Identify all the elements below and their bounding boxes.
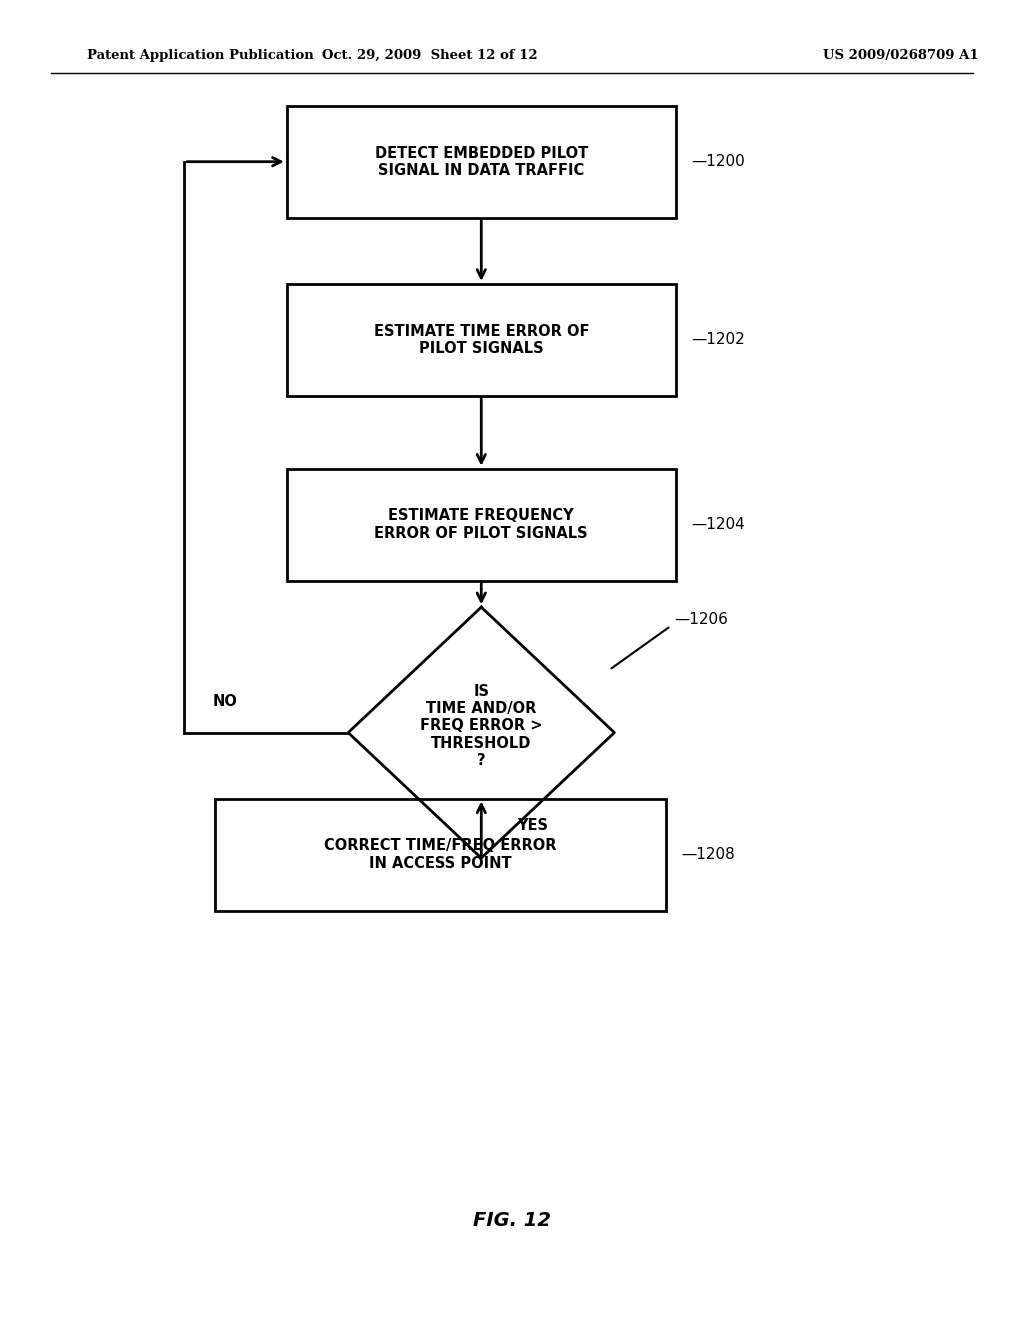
Text: ESTIMATE TIME ERROR OF
PILOT SIGNALS: ESTIMATE TIME ERROR OF PILOT SIGNALS — [374, 323, 589, 356]
Text: Oct. 29, 2009  Sheet 12 of 12: Oct. 29, 2009 Sheet 12 of 12 — [323, 49, 538, 62]
Text: —1206: —1206 — [674, 612, 728, 627]
Text: —1208: —1208 — [681, 847, 734, 862]
Text: NO: NO — [213, 694, 238, 709]
Text: FIG. 12: FIG. 12 — [473, 1212, 551, 1230]
Text: YES: YES — [517, 817, 548, 833]
Text: CORRECT TIME/FREQ ERROR
IN ACCESS POINT: CORRECT TIME/FREQ ERROR IN ACCESS POINT — [324, 838, 557, 871]
Text: US 2009/0268709 A1: US 2009/0268709 A1 — [823, 49, 979, 62]
Text: DETECT EMBEDDED PILOT
SIGNAL IN DATA TRAFFIC: DETECT EMBEDDED PILOT SIGNAL IN DATA TRA… — [375, 145, 588, 178]
Text: IS
TIME AND/OR
FREQ ERROR >
THRESHOLD
?: IS TIME AND/OR FREQ ERROR > THRESHOLD ? — [420, 684, 543, 768]
FancyBboxPatch shape — [287, 469, 676, 581]
Polygon shape — [348, 607, 614, 858]
Text: —1200: —1200 — [691, 154, 744, 169]
Text: Patent Application Publication: Patent Application Publication — [87, 49, 313, 62]
Text: —1204: —1204 — [691, 517, 744, 532]
Text: ESTIMATE FREQUENCY
ERROR OF PILOT SIGNALS: ESTIMATE FREQUENCY ERROR OF PILOT SIGNAL… — [375, 508, 588, 541]
FancyBboxPatch shape — [287, 106, 676, 218]
Text: —1202: —1202 — [691, 333, 744, 347]
FancyBboxPatch shape — [287, 284, 676, 396]
FancyBboxPatch shape — [215, 799, 666, 911]
